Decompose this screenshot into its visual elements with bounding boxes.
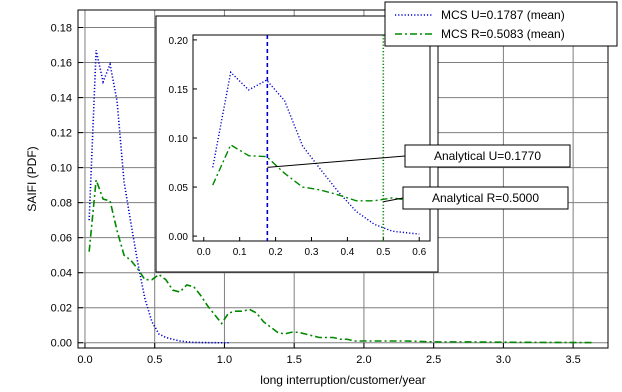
legend-label-mcs-u: MCS U=0.1787 (mean) [441, 8, 565, 22]
inset-x-tick-label: 0.1 [233, 247, 247, 258]
inset-x-tick-label: 0.2 [269, 247, 283, 258]
inset-x-tick-label: 0.5 [376, 247, 390, 258]
main-ticks: 0.00 0.02 0.04 0.06 0.08 0.10 0.12 0.14 0.16 0.18… [51, 23, 581, 366]
annotation-box [402, 186, 569, 210]
inset-ticks: 0.00 0.05 0.10 0.15 0.20 0.0 0.1 0.2 0.3 0.4 0.5 0.… [169, 36, 427, 258]
inset-x-tick-label: 0.0 [197, 247, 211, 258]
y-tick-label: 0.18 [51, 23, 72, 35]
inset-series-line-mcs-u-0-1787-mean [212, 70, 420, 235]
y-tick-label: 0.04 [51, 268, 72, 280]
inset-y-tick-label: 0.00 [169, 232, 189, 243]
legend-label-mcs-r: MCS R=0.5083 (mean) [441, 27, 565, 41]
annotation-label: Analytical U=0.1770 [434, 149, 541, 163]
y-tick-label: 0.12 [51, 128, 72, 140]
inset-x-tick-label: 0.3 [305, 247, 319, 258]
inset-y-tick-label: 0.05 [169, 183, 189, 194]
y-tick-label: 0.08 [51, 198, 72, 210]
main-series [88, 50, 595, 344]
inset-series-line-mcs-r-0-5083-mean [212, 143, 420, 206]
y-tick-label: 0.14 [51, 93, 72, 105]
main-plot-frame [77, 9, 609, 349]
x-tick-label: 0.0 [77, 354, 92, 366]
series-line-mcs-r-0-5083-mean [88, 179, 595, 344]
inset-background [155, 15, 439, 273]
x-axis-label: long interruption/customer/year [260, 373, 425, 387]
y-tick-label: 0.00 [51, 338, 72, 350]
inset-series [212, 70, 420, 235]
annotation-label: Analytical R=0.5000 [432, 191, 539, 205]
x-tick-label: 3.0 [496, 354, 511, 366]
y-axis-label: SAIFI (PDF) [25, 146, 39, 211]
inset-plot: 0.00 0.05 0.10 0.15 0.20 0.0 0.1 0.2 0.3 0.4 0.5 0.… [155, 15, 439, 273]
inset-vlines [266, 35, 385, 241]
x-tick-label: 0.5 [147, 354, 162, 366]
x-tick-label: 1.5 [287, 354, 302, 366]
y-tick-label: 0.16 [51, 58, 72, 70]
annotations: Analytical U=0.1770 Analytical R=0.5000 [267, 144, 571, 210]
x-tick-label: 2.5 [426, 354, 441, 366]
y-tick-label: 0.10 [51, 163, 72, 175]
inset-x-tick-label: 0.6 [412, 247, 426, 258]
y-tick-label: 0.02 [51, 303, 72, 315]
annotation-box [404, 144, 571, 168]
x-tick-label: 3.5 [565, 354, 580, 366]
x-tick-label: 1.0 [217, 354, 232, 366]
inset-y-tick-label: 0.20 [169, 36, 189, 47]
inset-x-tick-label: 0.4 [340, 247, 354, 258]
x-tick-label: 2.0 [356, 354, 371, 366]
legend: MCS U=0.1787 (mean) MCS R=0.5083 (mean) [384, 1, 618, 47]
annotation-pointer [383, 197, 404, 203]
y-tick-label: 0.06 [51, 233, 72, 245]
legend-box [384, 1, 618, 47]
annotation-pointer [267, 155, 406, 168]
inset-y-tick-label: 0.15 [169, 85, 189, 96]
series-line-mcs-u-0-1787-mean [88, 50, 229, 344]
inset-y-tick-label: 0.10 [169, 134, 189, 145]
